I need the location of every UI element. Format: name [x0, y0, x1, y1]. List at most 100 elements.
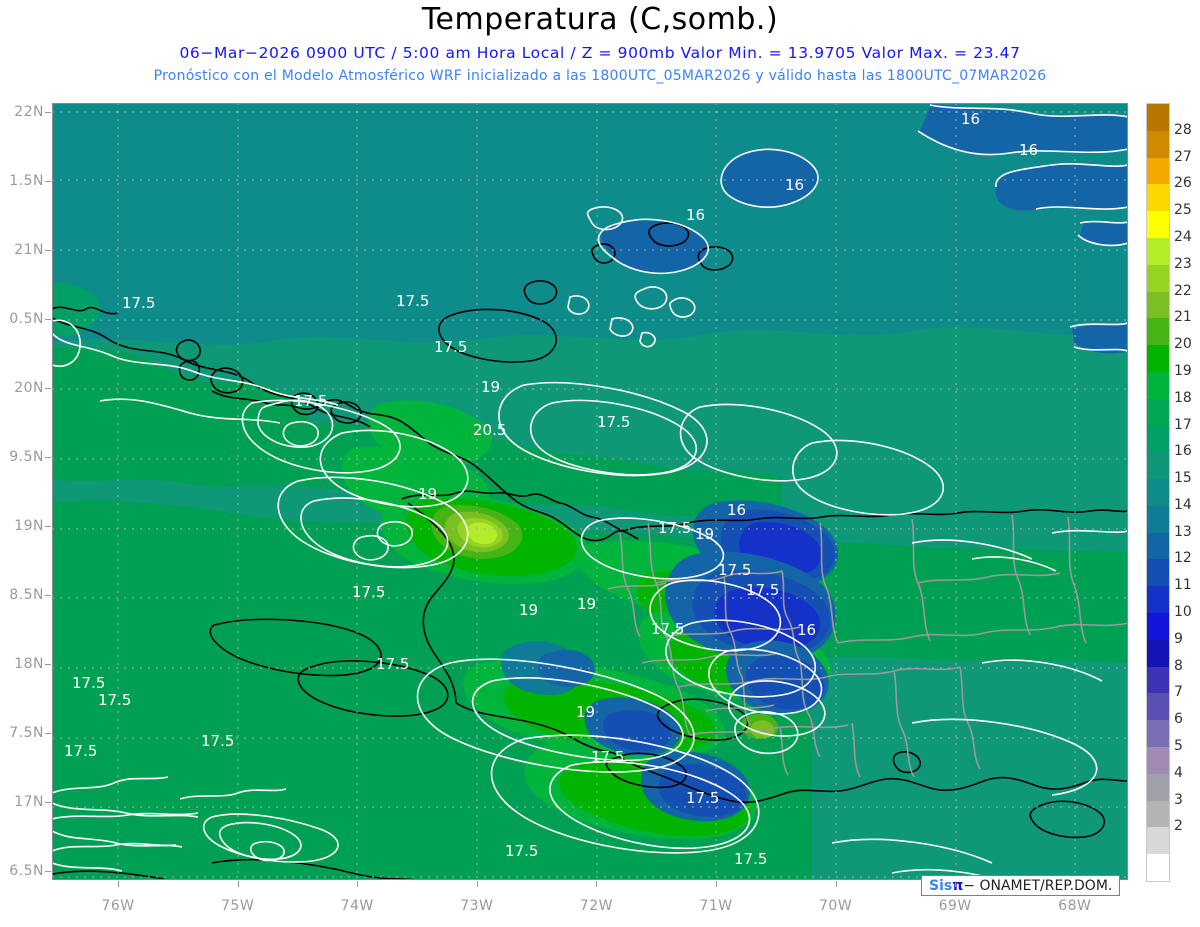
y-axis-tick-label: 19N	[14, 518, 44, 534]
colorbar-tick-label: 17	[1174, 416, 1192, 433]
colorbar-band	[1147, 345, 1169, 373]
colorbar-band	[1147, 666, 1169, 694]
colorbar-band	[1147, 532, 1169, 560]
contour-label: 19	[481, 378, 500, 396]
colorbar-band	[1147, 586, 1169, 614]
y-axis-tick-label: 1.5N	[9, 173, 44, 189]
contour-label: 17.5	[376, 655, 409, 673]
contour-label: 19	[418, 485, 437, 503]
y-axis-tick-mark	[45, 319, 51, 320]
x-axis-tick-mark	[596, 881, 598, 887]
contour-label: 20.5	[473, 421, 506, 439]
x-axis-tick-label: 73W	[460, 898, 494, 914]
colorbar-tick-label: 27	[1174, 148, 1192, 165]
contour-label: 17.5	[686, 789, 719, 807]
colorbar-band	[1147, 318, 1169, 346]
x-axis-tick-label: 76W	[101, 898, 135, 914]
y-axis-tick-label: 8.5N	[9, 587, 44, 603]
x-axis-tick-label: 72W	[579, 898, 613, 914]
y-axis-tick-mark	[45, 802, 51, 803]
y-axis-tick-label: 21N	[14, 242, 44, 258]
province-boundaries	[607, 514, 1128, 778]
contour-label: 16	[686, 206, 705, 224]
logo-org-text: − ONAMET/REP.DOM.	[963, 878, 1113, 894]
x-axis-tick-label: 70W	[819, 898, 853, 914]
y-axis-tick-label: 17N	[14, 794, 44, 810]
colorbar-band	[1147, 130, 1169, 159]
y-axis-tick-mark	[45, 733, 51, 734]
colorbar-band	[1147, 559, 1169, 587]
colorbar-band	[1147, 425, 1169, 453]
colorbar-tick-label: 11	[1174, 577, 1192, 594]
colorbar-band	[1147, 505, 1169, 534]
colorbar-band	[1147, 613, 1169, 641]
y-axis-tick-mark	[45, 664, 51, 665]
y-axis-tick-label: 22N	[14, 104, 44, 120]
colorbar-tick-label: 18	[1174, 389, 1192, 406]
y-axis-tick-mark	[45, 250, 51, 251]
colorbar-tick-label: 24	[1174, 228, 1192, 245]
x-axis-tick-mark	[1074, 881, 1076, 887]
colorbar-band	[1147, 639, 1169, 668]
colorbar-band	[1147, 371, 1169, 400]
colorbar-tick-label: 13	[1174, 523, 1192, 540]
contour-label: 16	[961, 110, 980, 128]
contour-label: 17.5	[201, 732, 234, 750]
x-axis-tick-label: 68W	[1058, 898, 1092, 914]
colorbar-band	[1147, 479, 1169, 507]
colorbar-tick-label: 19	[1174, 362, 1192, 379]
contour-labels: 16 16 16 16 17.5 17.5 17.5 17.5 17.5 19 …	[64, 110, 1038, 880]
contour-label: 16	[1019, 141, 1038, 159]
contour-label: 16	[785, 176, 804, 194]
colorbar-band	[1147, 104, 1169, 132]
colorbar-tick-label: 8	[1174, 657, 1183, 674]
x-axis-tick-mark	[118, 881, 119, 887]
contour-label: 17.5	[396, 292, 429, 310]
colorbar-tick-label: 26	[1174, 175, 1192, 192]
contour-label: 19	[577, 595, 596, 613]
colorbar-band	[1147, 693, 1169, 721]
y-axis-tick-mark	[45, 457, 51, 458]
contour-label: 16	[727, 501, 746, 519]
colorbar-band	[1147, 264, 1169, 293]
colorbar-tick-label: 16	[1174, 443, 1192, 460]
x-axis-tick-label: 75W	[221, 898, 255, 914]
contour-label: 17.5	[352, 583, 385, 601]
contour-label: 17.5	[64, 742, 97, 760]
colorbar-tick-label: 14	[1174, 496, 1192, 513]
y-axis-tick-label: 9.5N	[9, 449, 44, 465]
contour-label: 17.5	[734, 850, 767, 868]
contour-label: 17.5	[644, 876, 677, 880]
contour-label: 17.5	[591, 748, 624, 766]
y-axis-tick-mark	[45, 388, 51, 389]
y-axis-tick-mark	[45, 595, 51, 596]
logo-sis-text: Sis	[929, 878, 953, 894]
colorbar-tick-label: 12	[1174, 550, 1192, 567]
colorbar-band	[1147, 398, 1169, 426]
colorbar-tick-label: 5	[1174, 738, 1183, 755]
contour-label: 17.5	[98, 691, 131, 709]
contour-label: 19	[519, 601, 538, 619]
y-axis-tick-mark	[45, 526, 51, 527]
contour-label: 16	[797, 621, 816, 639]
y-axis-tick-label: 18N	[14, 656, 44, 672]
colorbar-tick-label: 15	[1174, 470, 1192, 487]
model-description-line: Pronóstico con el Modelo Atmosférico WRF…	[153, 68, 1047, 84]
contour-label: 17.5	[597, 413, 630, 431]
map-gridlines	[52, 103, 1128, 880]
contour-label: 17.5	[505, 842, 538, 860]
page-title: Temperatura (C,somb.)	[421, 2, 779, 37]
colorbar-band	[1147, 827, 1169, 855]
colorbar-tick-label: 9	[1174, 630, 1183, 647]
colorbar-tick-label: 6	[1174, 711, 1183, 728]
contour-label: 17.5	[718, 561, 751, 579]
colorbar-band	[1147, 747, 1169, 775]
colorbar-tick-label: 21	[1174, 309, 1192, 326]
colorbar-tick-label: 10	[1174, 604, 1192, 621]
logo-pi-icon: π	[952, 878, 964, 894]
colorbar-band	[1147, 157, 1169, 185]
x-axis-tick-mark	[476, 881, 478, 887]
colorbar-tick-label: 20	[1174, 336, 1192, 353]
x-axis-tick-mark	[716, 881, 717, 887]
contour-label: 17.5	[122, 294, 155, 312]
